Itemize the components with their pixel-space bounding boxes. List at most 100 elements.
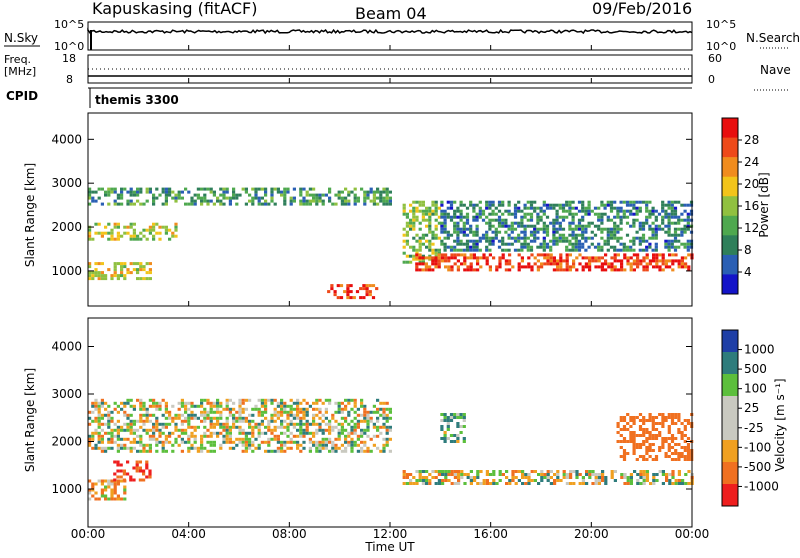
- heat-cell: [606, 236, 610, 240]
- heat-cell: [353, 187, 357, 191]
- heat-cell: [555, 239, 559, 243]
- heat-cell: [340, 428, 344, 432]
- heat-cell: [673, 215, 678, 219]
- heat-cell: [337, 446, 341, 450]
- heat-cell: [553, 473, 557, 476]
- heat-cell: [299, 190, 303, 194]
- heat-cell: [376, 434, 380, 438]
- heat-cell: [113, 187, 117, 191]
- heat-cell: [225, 440, 229, 444]
- heat-cell: [667, 239, 671, 243]
- heat-cell: [465, 239, 470, 243]
- heat-cell: [457, 473, 461, 476]
- heat-cell: [409, 227, 413, 231]
- heat-cell: [431, 209, 435, 213]
- heat-cell: [116, 479, 120, 483]
- heat-cell: [638, 248, 642, 252]
- heat-cell: [280, 413, 284, 417]
- heat-cell: [453, 470, 457, 473]
- heat-cell: [244, 437, 248, 441]
- heat-cell: [257, 196, 261, 200]
- heat-cell: [552, 268, 556, 272]
- heat-cell: [315, 449, 319, 453]
- heat-cell: [308, 437, 312, 441]
- heat-cell: [527, 476, 531, 479]
- heat-cell: [119, 469, 123, 473]
- heat-cell: [443, 431, 447, 434]
- heat-cell: [513, 236, 518, 240]
- heat-cell: [350, 440, 354, 444]
- heat-cell: [684, 265, 688, 269]
- heat-cell: [613, 233, 617, 237]
- heat-cell: [686, 437, 691, 440]
- heat-cell: [94, 428, 98, 432]
- heat-cell: [428, 245, 432, 249]
- heat-cell: [174, 437, 178, 441]
- heat-cell: [606, 242, 610, 246]
- heat-cell: [588, 473, 592, 476]
- heat-cell: [88, 443, 92, 447]
- heat-cell: [302, 446, 306, 450]
- heat-cell: [346, 293, 350, 297]
- heat-cell: [680, 262, 684, 266]
- heat-cell: [632, 262, 636, 266]
- heat-cell: [376, 187, 380, 191]
- heat-cell: [492, 470, 496, 473]
- heat-cell: [629, 203, 633, 207]
- x-axis-ticks: 00:00 04:00 08:00 12:00 16:00 20:00 00:00: [71, 45, 709, 541]
- heat-cell: [129, 478, 133, 482]
- heat-cell: [148, 271, 152, 275]
- heat-cell: [161, 422, 165, 426]
- heat-cell: [673, 239, 678, 243]
- heat-cell: [443, 227, 447, 231]
- heat-cell: [540, 253, 544, 257]
- heat-cell: [94, 199, 98, 203]
- heat-cell: [305, 413, 309, 417]
- heat-cell: [164, 196, 168, 200]
- heat-cell: [581, 209, 585, 213]
- heat-cell: [276, 449, 280, 453]
- heat-cell: [449, 245, 454, 249]
- heat-cell: [356, 425, 360, 429]
- heat-cell: [104, 431, 108, 435]
- heat-cell: [529, 212, 534, 216]
- heat-cell: [152, 434, 156, 438]
- heat-cell: [504, 259, 508, 263]
- heat-cell: [597, 265, 601, 269]
- heat-cell: [465, 242, 470, 246]
- heat-cell: [123, 262, 127, 266]
- heat-cell: [228, 446, 232, 450]
- heat-cell: [225, 425, 229, 429]
- heat-cell: [305, 422, 309, 426]
- heat-cell: [418, 203, 422, 207]
- heat-cell: [415, 470, 419, 473]
- power-colorbar-swatch: [722, 235, 738, 256]
- heat-cell: [344, 437, 348, 441]
- heat-cell: [344, 419, 348, 423]
- heat-cell: [671, 253, 675, 257]
- heat-cell: [648, 215, 652, 219]
- heat-cell: [418, 473, 422, 476]
- heat-cell: [116, 497, 120, 501]
- heat-cell: [100, 413, 104, 417]
- heat-cell: [686, 248, 690, 252]
- heat-cell: [270, 193, 274, 197]
- heat-cell: [91, 485, 95, 489]
- heat-cell: [533, 200, 537, 204]
- heat-cell: [466, 476, 470, 479]
- heat-cell: [651, 221, 655, 225]
- heat-cell: [337, 434, 341, 438]
- heat-cell: [238, 193, 242, 197]
- heat-cell: [431, 268, 435, 272]
- heat-cell: [100, 440, 104, 444]
- heat-cell: [152, 237, 156, 241]
- heat-cell: [654, 233, 658, 237]
- heat-cell: [142, 228, 146, 232]
- heat-cell: [184, 187, 188, 191]
- heat-cell: [677, 473, 681, 476]
- heat-cell: [104, 231, 108, 235]
- heat-cell: [677, 443, 681, 446]
- heat-cell: [347, 202, 351, 206]
- heat-cell: [537, 473, 541, 476]
- heat-cell: [203, 407, 207, 411]
